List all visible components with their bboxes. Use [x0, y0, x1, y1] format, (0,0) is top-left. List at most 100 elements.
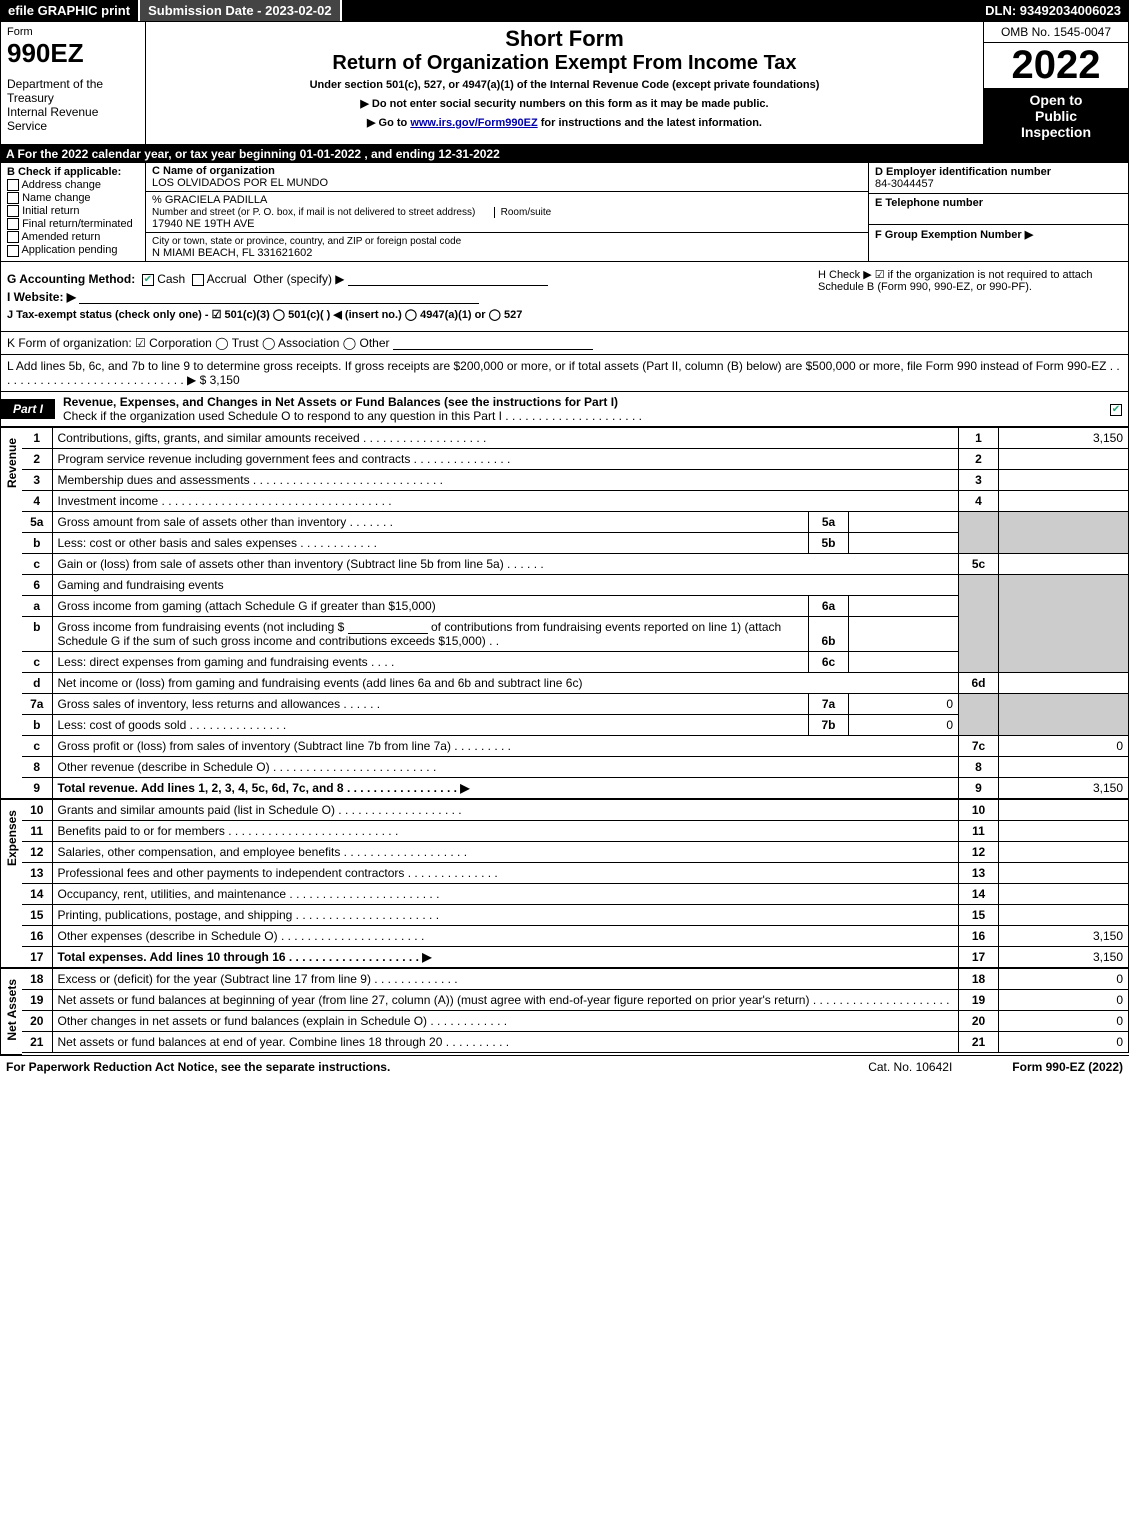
chk-application-pending[interactable]: Application pending [7, 244, 139, 256]
g-accrual: Accrual [207, 272, 247, 286]
net-assets-table: 18Excess or (deficit) for the year (Subt… [22, 968, 1129, 1053]
title-short-form: Short Form [150, 26, 979, 52]
open-to-public: Open to Public Inspection [984, 88, 1128, 144]
submission-date: Submission Date - 2023-02-02 [140, 0, 342, 21]
line-13: 13Professional fees and other payments t… [22, 863, 1129, 884]
block-bcdef: B Check if applicable: Address change Na… [0, 163, 1129, 262]
revenue-table: 1Contributions, gifts, grants, and simil… [22, 427, 1129, 799]
title-return: Return of Organization Exempt From Incom… [150, 52, 979, 75]
header-right: OMB No. 1545-0047 2022 Open to Public In… [983, 22, 1128, 144]
side-expenses: Expenses [0, 799, 22, 968]
chk-cash[interactable] [142, 274, 154, 286]
row-l-gross-receipts: L Add lines 5b, 6c, and 7b to line 9 to … [0, 355, 1129, 392]
line-6: 6Gaming and fundraising events [22, 575, 1129, 596]
expenses-table: 10Grants and similar amounts paid (list … [22, 799, 1129, 968]
part-1-header: Part I Revenue, Expenses, and Changes in… [0, 392, 1129, 427]
c-city-block: City or town, state or province, country… [146, 233, 868, 261]
tax-year: 2022 [984, 43, 1128, 88]
line-3: 3Membership dues and assessments . . . .… [22, 470, 1129, 491]
form-header: Form 990EZ Department of the Treasury In… [0, 21, 1129, 145]
street-address: 17940 NE 19TH AVE [152, 218, 255, 230]
row-j-tax-exempt: J Tax-exempt status (check only one) - ☑… [7, 308, 1122, 321]
part-1-label: Part I [1, 399, 55, 419]
efile-label: efile GRAPHIC print [0, 0, 140, 21]
note-ssn: ▶ Do not enter social security numbers o… [150, 97, 979, 110]
col-def: D Employer identification number 84-3044… [868, 163, 1128, 261]
section-net-assets: Net Assets 18Excess or (deficit) for the… [0, 968, 1129, 1055]
col-b-check-applicable: B Check if applicable: Address change Na… [1, 163, 146, 261]
line-6b-amount-input[interactable] [348, 620, 428, 634]
page-footer: For Paperwork Reduction Act Notice, see … [0, 1055, 1129, 1078]
line-21: 21Net assets or fund balances at end of … [22, 1032, 1129, 1053]
line-18: 18Excess or (deficit) for the year (Subt… [22, 969, 1129, 990]
footer-right: Form 990-EZ (2022) [1012, 1060, 1123, 1074]
line-15: 15Printing, publications, postage, and s… [22, 905, 1129, 926]
form-label: Form [7, 26, 139, 38]
addr-label: Number and street (or P. O. box, if mail… [152, 207, 475, 218]
k-other-input[interactable] [393, 336, 593, 350]
footer-center: Cat. No. 10642I [868, 1060, 952, 1074]
chk-final-return[interactable]: Final return/terminated [7, 218, 139, 230]
box-f-group: F Group Exemption Number ▶ [869, 225, 1128, 244]
part-1-check-text: Check if the organization used Schedule … [63, 409, 642, 423]
top-bar: efile GRAPHIC print Submission Date - 20… [0, 0, 1129, 21]
section-revenue: Revenue 1Contributions, gifts, grants, a… [0, 427, 1129, 799]
b-label: B Check if applicable: [7, 166, 139, 178]
g-cash: Cash [157, 272, 185, 286]
part-1-schedule-o-check[interactable] [1104, 399, 1128, 419]
e-label: E Telephone number [875, 197, 983, 209]
g-other-input[interactable] [348, 272, 548, 286]
care-of: % GRACIELA PADILLA [152, 194, 267, 206]
form-number: 990EZ [7, 38, 139, 69]
side-revenue: Revenue [0, 427, 22, 799]
open-2: Public [1035, 108, 1077, 124]
line-8: 8Other revenue (describe in Schedule O) … [22, 757, 1129, 778]
website-input[interactable] [79, 290, 479, 304]
irs-link[interactable]: www.irs.gov/Form990EZ [410, 117, 537, 129]
row-k-form-org: K Form of organization: ☑ Corporation ◯ … [0, 332, 1129, 355]
note-link-post: for instructions and the latest informat… [538, 117, 762, 129]
chk-initial-return[interactable]: Initial return [7, 205, 139, 217]
line-10: 10Grants and similar amounts paid (list … [22, 800, 1129, 821]
dept-1: Department of the Treasury [7, 77, 139, 105]
side-net-assets: Net Assets [0, 968, 22, 1055]
note-link: ▶ Go to www.irs.gov/Form990EZ for instru… [150, 116, 979, 129]
open-3: Inspection [1021, 124, 1091, 140]
col-c-org-info: C Name of organization LOS OLVIDADOS POR… [146, 163, 868, 261]
subtitle: Under section 501(c), 527, or 4947(a)(1)… [150, 79, 979, 91]
chk-address-change[interactable]: Address change [7, 179, 139, 191]
line-17: 17Total expenses. Add lines 10 through 1… [22, 947, 1129, 968]
chk-accrual[interactable] [192, 274, 204, 286]
c-name-block: C Name of organization LOS OLVIDADOS POR… [146, 163, 868, 192]
ein-value: 84-3044457 [875, 178, 934, 190]
line-5c: cGain or (loss) from sale of assets othe… [22, 554, 1129, 575]
box-e-phone: E Telephone number [869, 194, 1128, 225]
f-label: F Group Exemption Number ▶ [875, 229, 1033, 241]
k-text: K Form of organization: ☑ Corporation ◯ … [7, 336, 390, 350]
line-6d: dNet income or (loss) from gaming and fu… [22, 673, 1129, 694]
part-1-title: Revenue, Expenses, and Changes in Net As… [55, 392, 1104, 426]
chk-amended-return[interactable]: Amended return [7, 231, 139, 243]
line-7a: 7aGross sales of inventory, less returns… [22, 694, 1129, 715]
room-label: Room/suite [494, 207, 552, 218]
line-4: 4Investment income . . . . . . . . . . .… [22, 491, 1129, 512]
row-a-tax-year: A For the 2022 calendar year, or tax yea… [0, 145, 1129, 163]
line-16: 16Other expenses (describe in Schedule O… [22, 926, 1129, 947]
open-1: Open to [1030, 92, 1083, 108]
line-1: 1Contributions, gifts, grants, and simil… [22, 428, 1129, 449]
org-name: LOS OLVIDADOS POR EL MUNDO [152, 177, 328, 189]
j-label: J Tax-exempt status (check only one) - ☑… [7, 309, 522, 321]
line-5a: 5aGross amount from sale of assets other… [22, 512, 1129, 533]
g-other: Other (specify) ▶ [253, 272, 344, 286]
line-7c: cGross profit or (loss) from sales of in… [22, 736, 1129, 757]
dln: DLN: 93492034006023 [977, 0, 1129, 21]
line-11: 11Benefits paid to or for members . . . … [22, 821, 1129, 842]
section-expenses: Expenses 10Grants and similar amounts pa… [0, 799, 1129, 968]
chk-name-change[interactable]: Name change [7, 192, 139, 204]
row-h-schedule-b: H Check ▶ ☑ if the organization is not r… [818, 268, 1118, 293]
footer-left: For Paperwork Reduction Act Notice, see … [6, 1060, 868, 1074]
line-2: 2Program service revenue including gover… [22, 449, 1129, 470]
d-label: D Employer identification number [875, 166, 1051, 178]
i-label: I Website: ▶ [7, 290, 76, 304]
box-d-ein: D Employer identification number 84-3044… [869, 163, 1128, 194]
